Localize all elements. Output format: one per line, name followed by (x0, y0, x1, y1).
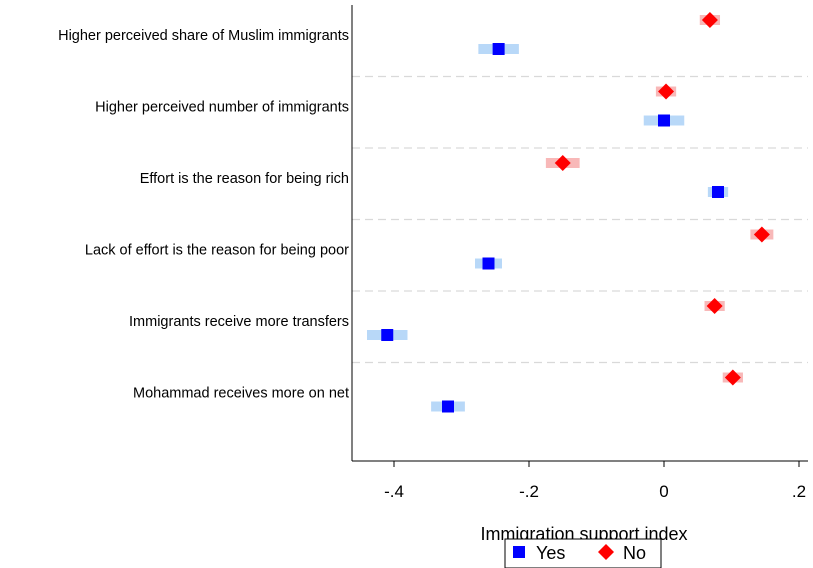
legend: Yes No (504, 538, 662, 568)
point-yes (381, 329, 394, 341)
data-markers (381, 12, 770, 413)
point-no (658, 83, 675, 100)
x-tick-label: 0 (659, 482, 668, 501)
point-no (701, 12, 718, 28)
confidence-intervals (367, 15, 774, 412)
legend-box (504, 538, 662, 568)
x-axis-ticks: -.4 -.2 0 .2 (384, 461, 806, 501)
point-yes (442, 400, 454, 413)
point-no (724, 369, 741, 386)
category-label: Immigrants receive more transfers (129, 314, 349, 330)
legend-yes-label: Yes (536, 543, 565, 563)
point-yes (482, 257, 495, 270)
x-tick-label: .2 (792, 482, 806, 501)
x-tick-label: -.2 (519, 482, 539, 501)
category-label: Mohammad receives more on net (133, 386, 349, 402)
category-labels: Higher perceived share of Muslim immigra… (58, 28, 349, 402)
category-label: Higher perceived number of immigrants (95, 100, 349, 116)
point-yes (712, 186, 724, 198)
point-no (554, 155, 571, 171)
point-no (706, 298, 723, 314)
point-no (753, 226, 770, 243)
legend-no-label: No (623, 543, 646, 563)
category-label: Effort is the reason for being rich (140, 171, 349, 187)
legend-yes-marker (513, 546, 525, 558)
group-separators (352, 75, 808, 364)
legend-no-marker (598, 544, 614, 560)
category-label: Lack of effort is the reason for being p… (85, 243, 349, 259)
point-yes (658, 114, 670, 127)
x-tick-label: -.4 (384, 482, 404, 501)
point-yes (492, 43, 505, 55)
category-label: Higher perceived share of Muslim immigra… (58, 28, 349, 44)
